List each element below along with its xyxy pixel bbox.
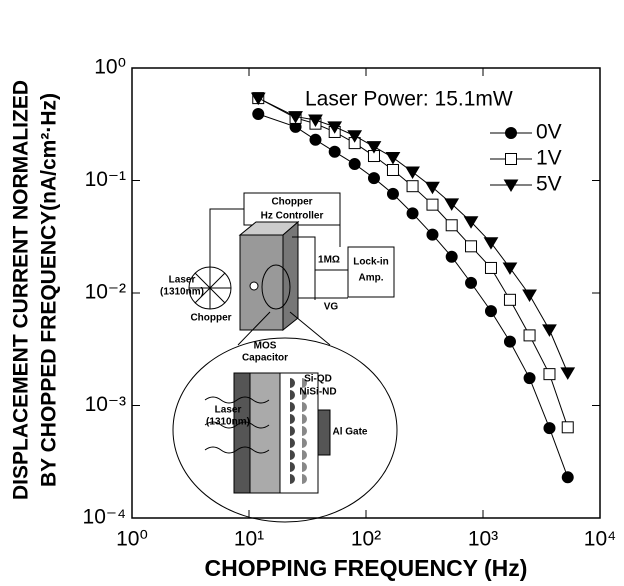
marker xyxy=(543,325,556,336)
marker xyxy=(504,336,515,347)
inset-label: 1MΩ xyxy=(318,255,340,266)
al-gate xyxy=(318,410,330,455)
marker xyxy=(387,164,398,175)
legend-marker xyxy=(506,154,517,165)
y-tick-label: 10⁻² xyxy=(85,281,126,304)
marker xyxy=(485,262,496,273)
marker xyxy=(446,251,457,262)
inset-label: Chopper xyxy=(271,197,312,208)
inset-label: Laser xyxy=(169,275,196,286)
marker xyxy=(544,423,555,434)
x-tick-label: 10² xyxy=(351,528,381,551)
marker xyxy=(524,373,535,384)
marker xyxy=(446,220,457,231)
chart: Laser Power: 15.1mW CHOPPING FREQUENCY (… xyxy=(0,0,624,586)
inset-label: Capacitor xyxy=(242,353,288,364)
x-axis-label: CHOPPING FREQUENCY (Hz) xyxy=(205,555,528,581)
marker xyxy=(503,263,516,274)
y-tick-label: 10⁻⁴ xyxy=(83,506,126,529)
marker xyxy=(561,368,574,379)
inset-label: Al Gate xyxy=(332,427,367,438)
inset-label: MOS xyxy=(254,341,277,352)
marker xyxy=(466,277,477,288)
x-tick-label: 10⁴ xyxy=(584,528,616,551)
inset-label: (1310nm) xyxy=(206,417,250,428)
y-tick-label: 10⁻¹ xyxy=(85,168,126,191)
marker xyxy=(504,294,515,305)
legend-label: 5V xyxy=(536,173,562,196)
inset-label: Hz Controller xyxy=(261,211,324,222)
inset-label: Lock-in xyxy=(353,257,389,268)
substrate-dark xyxy=(234,373,250,493)
inset-label: VG xyxy=(324,302,339,313)
marker xyxy=(523,290,536,301)
y-tick-label: 10⁰ xyxy=(94,56,126,79)
legend-label: 0V xyxy=(536,121,562,144)
x-tick-label: 10³ xyxy=(468,528,498,551)
legend-marker xyxy=(506,128,517,139)
marker xyxy=(407,181,418,192)
inset-label: Si-QD xyxy=(304,374,332,385)
legend-label: 1V xyxy=(536,147,562,170)
marker xyxy=(253,109,264,120)
annotation: Laser Power: 15.1mW xyxy=(305,88,513,111)
marker xyxy=(562,422,573,433)
mos-side xyxy=(283,222,298,330)
y-axis-label: DISPLACEMENT CURRENT NORMALIZED xyxy=(10,80,33,500)
marker xyxy=(427,229,438,240)
inset-label: NiSi-ND xyxy=(299,387,336,398)
marker xyxy=(387,188,398,199)
marker xyxy=(484,238,497,249)
inset-label: Amp. xyxy=(359,273,384,284)
series-line xyxy=(258,98,567,373)
y-tick-label: 10⁻³ xyxy=(85,393,126,416)
y-axis-label: BY CHOPPED FREQUENCY(nA/cm²·Hz) xyxy=(38,93,61,487)
x-tick-label: 10¹ xyxy=(234,528,264,551)
marker xyxy=(310,134,321,145)
marker xyxy=(386,153,399,164)
inset-label: Laser xyxy=(215,405,242,416)
marker xyxy=(349,159,360,170)
marker xyxy=(485,306,496,317)
marker xyxy=(544,369,555,380)
marker xyxy=(524,330,535,341)
marker xyxy=(466,241,477,252)
x-tick-label: 10⁰ xyxy=(116,528,148,551)
marker xyxy=(407,208,418,219)
lens xyxy=(250,282,258,290)
marker xyxy=(406,167,419,178)
marker xyxy=(562,472,573,483)
marker xyxy=(368,173,379,184)
inset-label: Chopper xyxy=(190,313,231,324)
inset-label: (1310nm) xyxy=(160,287,204,298)
mos-front xyxy=(240,235,283,330)
marker xyxy=(329,146,340,157)
marker xyxy=(427,199,438,210)
substrate xyxy=(250,373,280,493)
